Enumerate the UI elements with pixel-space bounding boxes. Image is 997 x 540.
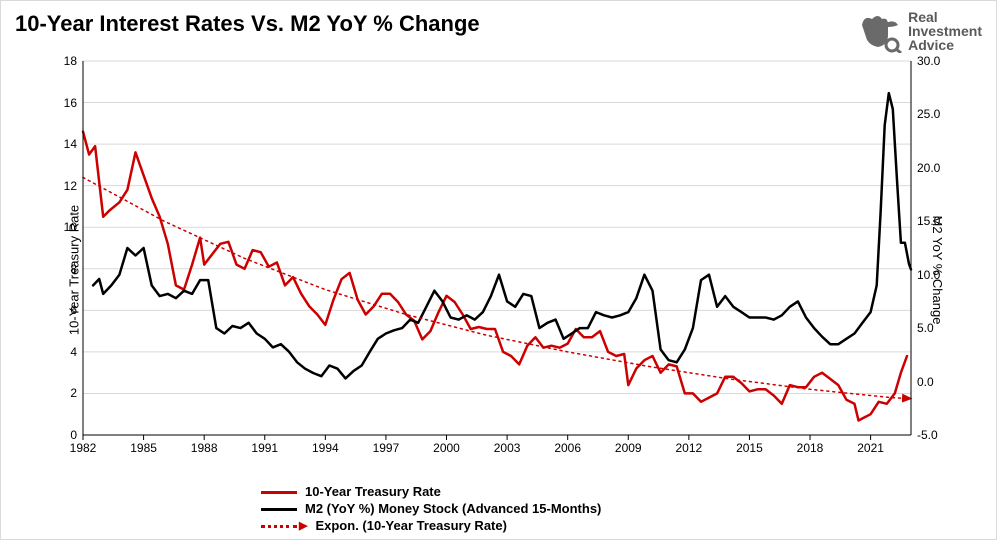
legend-label: Expon. (10-Year Treasury Rate): [315, 518, 506, 534]
legend-label: M2 (YoY %) Money Stock (Advanced 15-Mont…: [305, 501, 601, 517]
chart-plot: [61, 53, 941, 463]
brand-logo: Real Investment Advice: [858, 9, 982, 53]
legend-item-m2: M2 (YoY %) Money Stock (Advanced 15-Mont…: [261, 501, 601, 518]
chart-title: 10-Year Interest Rates Vs. M2 YoY % Chan…: [15, 11, 480, 37]
logo-text-2: Investment: [908, 24, 982, 38]
legend-label: 10-Year Treasury Rate: [305, 484, 441, 500]
logo-text-1: Real: [908, 10, 982, 24]
bull-icon: [858, 9, 902, 53]
legend: 10-Year Treasury Rate M2 (YoY %) Money S…: [261, 484, 601, 535]
legend-item-treasury: 10-Year Treasury Rate: [261, 484, 601, 501]
logo-text-3: Advice: [908, 38, 982, 52]
chart-container: 10-Year Interest Rates Vs. M2 YoY % Chan…: [0, 0, 997, 540]
legend-item-expon: ▶ Expon. (10-Year Treasury Rate): [261, 518, 601, 535]
